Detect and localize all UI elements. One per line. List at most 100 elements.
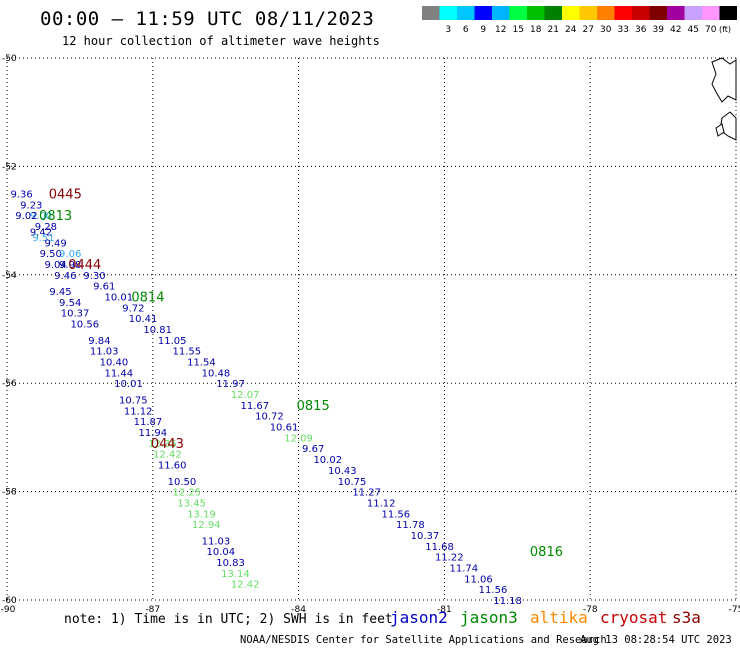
- wave-height-value: 12.94: [192, 520, 221, 531]
- wave-height-value: 11.03: [90, 347, 119, 358]
- legend-swatch: [597, 6, 615, 20]
- wave-height-value: 10.72: [255, 412, 284, 423]
- legend-swatch: [702, 6, 720, 20]
- wave-height-value: 10.75: [119, 395, 148, 406]
- pass-time-label: 0443: [151, 437, 184, 452]
- wave-height-value: 11.74: [450, 563, 479, 574]
- legend-unit: (ft): [719, 25, 731, 34]
- legend-swatch: [684, 6, 702, 20]
- wave-height-value: 9.84: [88, 336, 110, 347]
- wave-height-value: 11.97: [216, 379, 245, 390]
- legend-swatch: [632, 6, 650, 20]
- generated-timestamp: Aug 13 08:28:54 UTC 2023: [580, 634, 732, 646]
- legend-bin-label: 36: [635, 25, 647, 35]
- wave-height-value: 10.75: [338, 477, 367, 488]
- wave-height-value: 9.23: [20, 200, 42, 211]
- legend-swatch: [579, 6, 597, 20]
- wave-height-value: 11.56: [479, 585, 508, 596]
- wave-height-value: 9.00: [30, 211, 52, 222]
- wave-height-value: 13.45: [177, 498, 206, 509]
- x-tick-label: -81: [437, 605, 452, 615]
- legend-swatch: [614, 6, 632, 20]
- wave-height-value: 11.54: [187, 358, 216, 369]
- wave-height-value: 11.67: [241, 401, 270, 412]
- wave-height-value: 11.55: [172, 347, 201, 358]
- x-tick-label: -84: [291, 605, 306, 615]
- wave-height-value: 11.03: [202, 536, 231, 547]
- legend-bin-label: 18: [530, 25, 542, 35]
- y-tick-label: -56: [2, 379, 17, 389]
- legend-bin-label: 12: [495, 25, 506, 35]
- wave-height-value: 10.83: [216, 558, 245, 569]
- legend-swatch: [457, 6, 475, 20]
- wave-height-value: 9.51: [32, 233, 54, 244]
- wave-height-value: 11.56: [381, 509, 410, 520]
- wave-height-value: 11.27: [352, 488, 381, 499]
- wave-height-value: 9.50: [40, 249, 62, 260]
- wave-height-value: 11.22: [435, 553, 464, 564]
- wave-height-value: 11.12: [124, 406, 153, 417]
- wave-height-value: 12.42: [231, 580, 260, 591]
- wave-height-value: 10.04: [207, 547, 236, 558]
- color-legend: 3 6 9 12 15 18 21 24 27 30 33 36 39 42 45 70 (ft): [422, 6, 737, 35]
- y-tick-label: -50: [2, 54, 17, 64]
- wave-height-value: 10.43: [328, 466, 357, 477]
- pass-time-label: 0814: [131, 290, 164, 305]
- wave-height-value: 9.28: [35, 222, 57, 233]
- legend-bin-label: 9: [480, 25, 486, 35]
- legend-swatch: [719, 6, 737, 20]
- legend-swatch: [562, 6, 580, 20]
- wave-height-value: 10.02: [313, 455, 342, 466]
- wave-height-value: 9.06: [59, 249, 81, 260]
- legend-jason2: jason2: [390, 608, 448, 627]
- wave-height-value: 10.56: [70, 320, 99, 331]
- wave-height-value: 9.98: [59, 260, 81, 271]
- wave-height-value: 11.18: [493, 596, 522, 607]
- wave-height-value: 9.30: [83, 271, 105, 282]
- wave-height-value: 11.05: [158, 336, 187, 347]
- wave-height-value: 10.40: [100, 358, 129, 369]
- legend-swatch: [527, 6, 545, 20]
- wave-height-value: 10.50: [168, 477, 197, 488]
- wave-height-value: 12.42: [153, 450, 182, 461]
- wave-height-value: 11.12: [367, 498, 396, 509]
- wave-height-value: 9.04: [44, 260, 66, 271]
- pass-time-label: 0816: [530, 545, 563, 560]
- wave-height-chart: -90 -87 -84 -81 -78 -75 -50 -52 -54 -56 -58 -60 9.3…: [1, 54, 740, 615]
- wave-height-value: 13.19: [187, 509, 216, 520]
- y-tick-label: -54: [2, 271, 17, 281]
- wave-height-value: 10.01: [114, 379, 143, 390]
- legend-bin-label: 33: [618, 25, 629, 35]
- chart-title: 00:00 — 11:59 UTC 08/11/2023: [40, 8, 375, 30]
- wave-height-labels: 9.369.239.009.029.289.429.519.499.509.06…: [10, 188, 563, 608]
- wave-height-value: 10.81: [143, 325, 172, 336]
- grid-lines: [6, 57, 737, 601]
- legend-swatch: [439, 6, 457, 20]
- legend-bin-label: 45: [688, 25, 699, 35]
- legend-bin-label: 24: [565, 25, 577, 35]
- wave-height-value: 9.54: [59, 298, 81, 309]
- x-tick-label: -90: [1, 605, 16, 615]
- legend-bin-label: 42: [670, 25, 681, 35]
- legend-bin-label: 70: [705, 25, 717, 35]
- legend-bin-label: 15: [513, 25, 524, 35]
- wave-height-value: 10.37: [411, 531, 440, 542]
- legend-bin-label: 27: [583, 25, 594, 35]
- legend-swatch: [474, 6, 492, 20]
- x-tick-label: -75: [729, 605, 740, 615]
- legend-cryosat: cryosat: [600, 608, 668, 627]
- x-tick-label: -78: [583, 605, 598, 615]
- wave-height-value: 9.45: [49, 287, 71, 298]
- legend-bin-label: 30: [600, 25, 612, 35]
- legend-swatch: [544, 6, 562, 20]
- credit-line: NOAA/NESDIS Center for Satellite Applica…: [240, 634, 607, 646]
- pass-time-label: 0445: [49, 188, 82, 203]
- chart-subtitle: 12 hour collection of altimeter wave hei…: [62, 34, 380, 48]
- wave-height-value: 11.06: [464, 574, 493, 585]
- legend-bin-label: 6: [463, 25, 469, 35]
- legend-swatch: [509, 6, 527, 20]
- legend-swatch: [667, 6, 685, 20]
- legend-bin-label: 21: [548, 25, 559, 35]
- wave-height-value: 11.60: [158, 461, 187, 472]
